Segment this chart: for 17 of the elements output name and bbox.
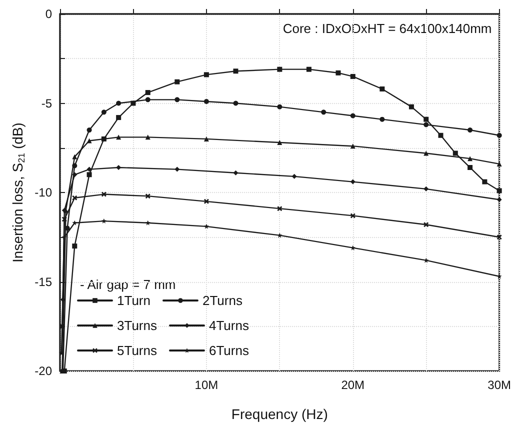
legend-label: 1Turn (117, 293, 150, 308)
x-tick-label: 30M (488, 378, 512, 392)
x-tick-label: 10M (194, 378, 218, 392)
legend-label: 5Turns (117, 343, 158, 358)
y-tick-label: -20 (34, 364, 52, 378)
legend-label: 3Turns (117, 318, 158, 333)
y-axis-title: Insertion loss, S21 (dB) (10, 122, 26, 262)
legend-label: 4Turns (208, 318, 250, 333)
annotation: Core : IDxODxHT = 64x100x140mm (282, 21, 492, 36)
x-tick-label: 20M (341, 378, 365, 392)
y-tick-label: -15 (34, 274, 52, 289)
x-axis-title: Frequency (Hz) (231, 406, 328, 422)
legend-label: 6Turns (208, 343, 250, 358)
y-tick-label: -5 (41, 96, 52, 110)
y-tick-label: -10 (34, 186, 52, 200)
y-tick-label: 0 (45, 7, 52, 21)
legend-label: 2Turns (202, 293, 243, 308)
